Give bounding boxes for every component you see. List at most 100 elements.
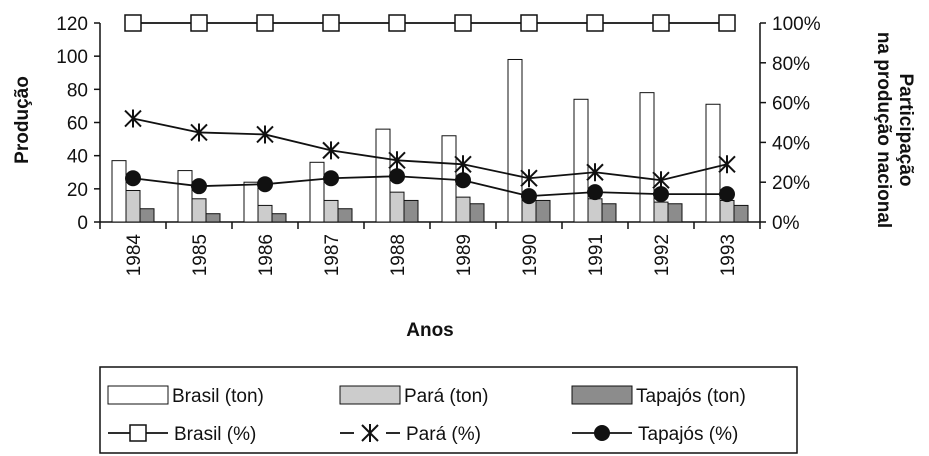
right-y-axis-title-line: na produção nacional: [873, 32, 894, 228]
line-point: [323, 170, 339, 187]
left-tick-label: 100: [56, 47, 88, 68]
bars: [111, 58, 749, 223]
bar: [573, 98, 589, 223]
series-line: [132, 117, 728, 182]
line-point: [586, 163, 604, 182]
line-point: [190, 123, 208, 142]
legend-label: Tapajós (ton): [636, 386, 746, 407]
line-point: [520, 14, 538, 32]
line-point: [256, 125, 274, 144]
right-y-axis-title-line: Participação: [895, 74, 916, 187]
bar: [125, 189, 141, 223]
left-tick-label: 60: [67, 114, 88, 135]
x-tick-label: 1990: [520, 234, 541, 276]
bar: [507, 58, 523, 223]
bar: [191, 198, 207, 223]
bar: [177, 170, 193, 223]
x-tick-label: 1991: [586, 234, 607, 276]
bar: [587, 198, 603, 223]
left-tick-label: 80: [67, 80, 88, 101]
x-tick-label: 1989: [454, 234, 475, 276]
series-line: [132, 175, 727, 198]
line-point: [719, 186, 735, 203]
bar: [535, 199, 551, 223]
line-point: [718, 155, 736, 174]
right-tick-label: 80%: [772, 54, 810, 75]
bar: [257, 204, 273, 223]
line-point: [594, 425, 610, 441]
x-tick-label: 1993: [718, 234, 739, 276]
line-point: [388, 14, 406, 32]
bar: [243, 181, 259, 223]
line-point: [389, 168, 405, 185]
x-tick-label: 1987: [322, 234, 343, 276]
legend-label: Brasil (%): [174, 424, 256, 445]
line-point: [455, 172, 471, 189]
legend-swatch: [107, 385, 169, 405]
legend-swatch: [571, 385, 633, 405]
bar: [337, 208, 353, 223]
legend: Brasil (ton) Pará (ton) Tapajós (ton) Brasi…: [99, 366, 798, 454]
bar: [389, 191, 405, 223]
bar: [111, 160, 127, 223]
line-point: [454, 14, 472, 32]
bar: [653, 201, 669, 223]
line-point: [587, 184, 603, 201]
line-series: [124, 14, 736, 205]
left-tick-label: 120: [56, 14, 88, 35]
bar: [469, 203, 485, 223]
bar: [601, 203, 617, 223]
line-point: [190, 14, 208, 32]
bar: [403, 199, 419, 223]
legend-swatch: [339, 385, 401, 405]
line-point: [388, 151, 406, 170]
x-axis-title: Anos: [406, 320, 454, 341]
legend-label: Pará (ton): [404, 386, 488, 407]
x-tick-label: 1988: [388, 234, 409, 276]
line-point: [521, 188, 537, 205]
bar: [719, 199, 735, 223]
bar: [205, 213, 221, 223]
left-tick-label: 20: [67, 180, 88, 201]
line-point: [256, 14, 274, 32]
legend-box: [99, 366, 798, 454]
y-axis-title: Produção: [12, 76, 33, 164]
line-point: [520, 169, 538, 188]
left-tick-label: 40: [67, 147, 88, 168]
bar: [705, 103, 721, 223]
bar: [323, 199, 339, 223]
line-point: [124, 109, 142, 128]
line-point: [653, 186, 669, 203]
line-point: [586, 14, 604, 32]
line-point: [652, 14, 670, 32]
line-point: [361, 424, 379, 442]
left-tick-label: 0: [77, 213, 88, 234]
right-tick-label: 0%: [772, 213, 800, 234]
line-point: [322, 14, 340, 32]
right-tick-label: 100%: [772, 14, 821, 35]
bar: [309, 161, 325, 223]
line-point: [257, 176, 273, 193]
x-tick-label: 1984: [124, 234, 145, 277]
line-point: [124, 14, 142, 32]
line-point: [718, 14, 736, 32]
x-tick-label: 1986: [256, 234, 277, 276]
legend-label: Pará (%): [406, 424, 481, 445]
right-tick-label: 20%: [772, 173, 810, 194]
bar: [639, 92, 655, 223]
x-tick-label: 1992: [652, 234, 673, 276]
tick-labels: 0 20 40 60 80 100 120 0% 20% 40% 60% 80% 100% 1984 198…: [56, 14, 820, 276]
line-point: [454, 155, 472, 174]
bar: [375, 128, 391, 223]
line-point: [129, 424, 147, 442]
line-point: [322, 141, 340, 160]
bar: [667, 203, 683, 223]
bar: [139, 208, 155, 223]
line-point: [125, 170, 141, 187]
x-tick-label: 1985: [190, 234, 211, 276]
bar: [733, 204, 749, 223]
right-tick-label: 60%: [772, 94, 810, 115]
line-point: [191, 178, 207, 195]
